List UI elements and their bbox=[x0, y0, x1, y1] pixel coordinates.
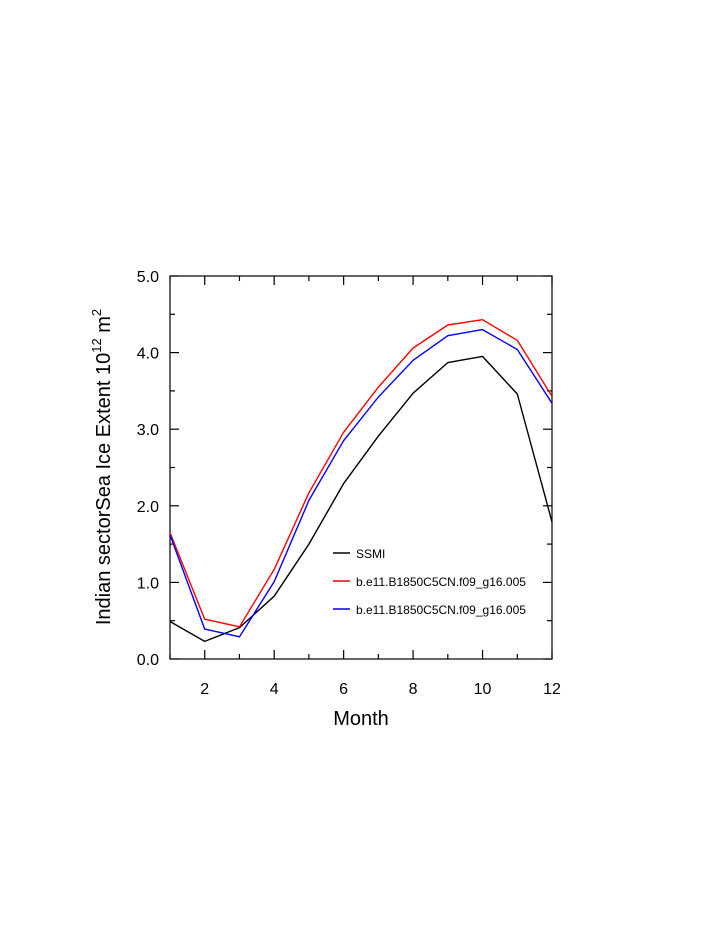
series-lines bbox=[169, 319, 553, 643]
y-tick-label: 1.0 bbox=[137, 575, 159, 592]
axis-tick-labels: 2 4 6 8 10 12 0.0 1.0 2.0 3.0 4.0 5.0 bbox=[137, 269, 561, 698]
y-axis-label-exponent: 12 bbox=[89, 338, 104, 352]
y-axis-label: Indian sectorSea Ice Extent 1012 m2 bbox=[89, 309, 115, 625]
series-line-1 bbox=[169, 355, 553, 643]
x-tick-label: 4 bbox=[270, 681, 279, 698]
y-tick-label: 0.0 bbox=[137, 652, 159, 669]
legend: SSMI b.e11.B1850C5CN.f09_g16.005 b.e11.B18… bbox=[333, 547, 526, 617]
y-axis-label-unit: m bbox=[93, 316, 115, 338]
legend-label-3: b.e11.B1850C5CN.f09_g16.005 bbox=[356, 603, 526, 617]
y-tick-label: 5.0 bbox=[137, 269, 159, 286]
x-tick-label: 6 bbox=[339, 681, 348, 698]
y-axis-label-main: Indian sectorSea Ice Extent 10 bbox=[93, 353, 115, 625]
y-tick-label: 3.0 bbox=[137, 422, 159, 439]
x-tick-label: 12 bbox=[543, 681, 561, 698]
series-line-2 bbox=[169, 319, 553, 628]
plot-frame bbox=[169, 275, 553, 660]
y-axis-label-unit-exponent: 2 bbox=[89, 309, 104, 316]
legend-label-2: b.e11.B1850C5CN.f09_g16.005 bbox=[356, 575, 526, 589]
x-tick-label: 10 bbox=[474, 681, 492, 698]
series-line-3 bbox=[169, 328, 553, 638]
legend-label-1: SSMI bbox=[356, 547, 385, 561]
y-tick-label: 2.0 bbox=[137, 499, 159, 516]
y-tick-label: 4.0 bbox=[137, 346, 159, 363]
x-tick-label: 8 bbox=[409, 681, 418, 698]
x-axis-label: Month bbox=[333, 708, 389, 730]
x-tick-label: 2 bbox=[200, 681, 209, 698]
axis-ticks bbox=[169, 275, 553, 660]
